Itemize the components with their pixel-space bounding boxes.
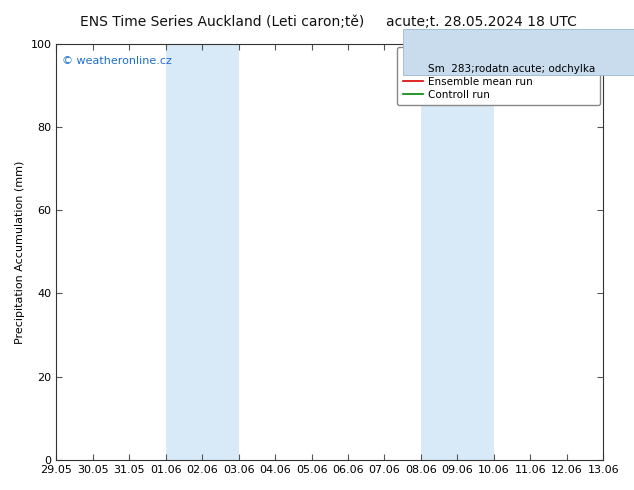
Text: © weatheronline.cz: © weatheronline.cz bbox=[62, 56, 172, 66]
Y-axis label: Precipitation Accumulation (mm): Precipitation Accumulation (mm) bbox=[15, 160, 25, 343]
Text: ENS Time Series Auckland (Leti caron;tě): ENS Time Series Auckland (Leti caron;tě) bbox=[80, 15, 364, 29]
Legend: min/max, Sm  283;rodatn acute; odchylka, Ensemble mean run, Controll run: min/max, Sm 283;rodatn acute; odchylka, … bbox=[398, 47, 600, 105]
Bar bbox=[165, 44, 238, 460]
Bar bbox=[421, 44, 494, 460]
Text: acute;t. 28.05.2024 18 UTC: acute;t. 28.05.2024 18 UTC bbox=[386, 15, 578, 29]
